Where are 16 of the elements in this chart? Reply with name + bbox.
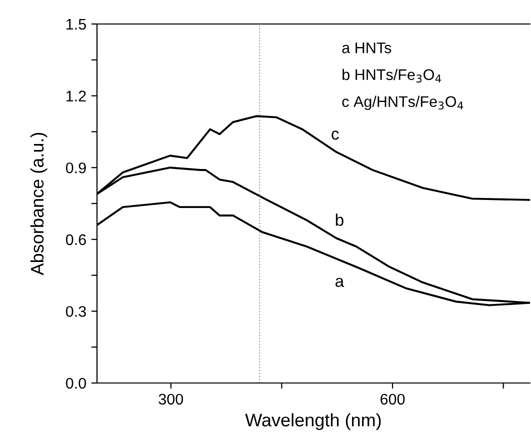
annotation: b HNTs/Fe$_{3}$O$_{4}$ bbox=[342, 68, 442, 83]
y-axis-title: Absorbance (a.u.) bbox=[30, 132, 48, 276]
annotation: b bbox=[336, 214, 344, 226]
y-tick-label: 0.6 bbox=[66, 234, 86, 246]
y-tick-label: 1.2 bbox=[66, 90, 86, 102]
x-axis-title: Wavelength (nm) bbox=[245, 413, 381, 430]
y-tick-label: 0.0 bbox=[66, 378, 86, 389]
annotation: a HNTs bbox=[342, 42, 392, 54]
annotation: a bbox=[336, 278, 344, 287]
y-tick-label: 0.3 bbox=[66, 306, 86, 317]
x-tick-label: 300 bbox=[158, 394, 184, 405]
annotation: c Ag/HNTs/Fe$_{3}$O$_{4}$ bbox=[342, 96, 464, 110]
y-tick-label: 0.9 bbox=[66, 162, 86, 174]
x-tick-label: 600 bbox=[380, 394, 405, 405]
y-tick-label: 1.5 bbox=[66, 19, 86, 30]
annotation: c bbox=[332, 130, 339, 140]
